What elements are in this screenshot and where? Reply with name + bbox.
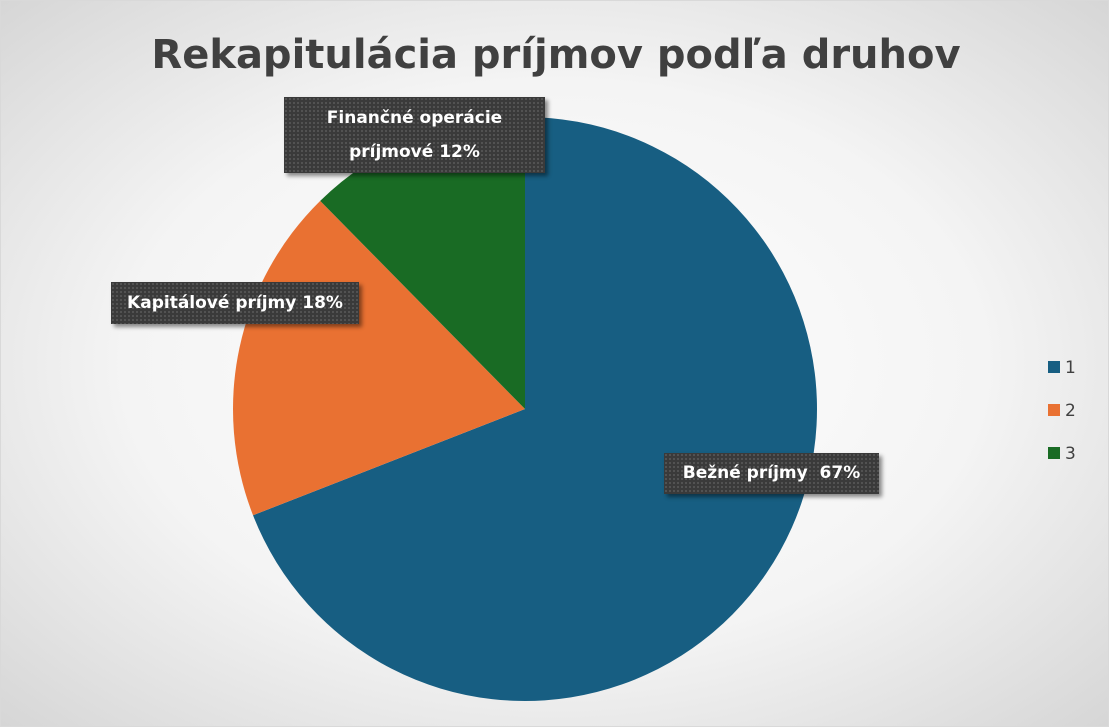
legend-swatch — [1048, 404, 1060, 416]
data-label-name: Finančné operácie príjmové — [326, 108, 503, 162]
pie-slice — [253, 117, 818, 701]
legend-swatch — [1048, 361, 1060, 373]
data-label-name: Bežné príjmy — [682, 463, 808, 483]
legend-label: 2 — [1065, 401, 1076, 421]
data-label-value: 18% — [302, 293, 343, 313]
pie-slice — [320, 117, 525, 409]
data-label-value: 12% — [439, 142, 480, 162]
data-label: Bežné príjmy 67% — [664, 453, 879, 494]
legend-label: 1 — [1065, 358, 1076, 378]
data-label: Kapitálové príjmy 18% — [111, 282, 359, 324]
data-label: Finančné operácie príjmové 12% — [284, 97, 545, 173]
data-label-value: 67% — [819, 463, 861, 483]
data-label-name: Kapitálové príjmy — [127, 293, 297, 313]
legend-label: 3 — [1065, 444, 1076, 464]
legend-swatch — [1048, 447, 1060, 459]
chart-title: Rekapitulácia príjmov podľa druhov — [151, 32, 960, 78]
pie-slice — [233, 200, 526, 516]
